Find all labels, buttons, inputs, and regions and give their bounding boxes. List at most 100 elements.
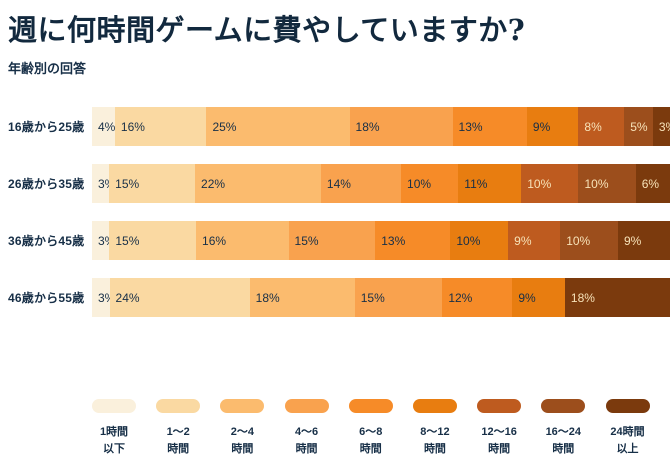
- bar-segment: 18%: [249, 278, 355, 318]
- legend-entry: 24時間以上: [605, 399, 650, 458]
- segment-value-label: 11%: [464, 176, 488, 191]
- bar-segment: 12%: [442, 278, 513, 318]
- segment-value-label: 24%: [115, 290, 140, 305]
- segment-value-label: 3%: [658, 119, 670, 134]
- segment-value-label: 9%: [532, 119, 551, 134]
- segment-value-label: 15%: [115, 233, 140, 248]
- legend-entry: 6〜8 時間: [348, 399, 393, 458]
- bar-row: 36歳から45歳 3% 15% 16% 15% 13% 10% 9% 10% 9%: [0, 221, 670, 261]
- segment-value-label: 15%: [115, 176, 140, 191]
- bar-segment: 10%: [560, 221, 618, 261]
- legend-label-line2: 時間: [359, 443, 382, 455]
- legend-label: 12〜16 時間: [477, 424, 521, 458]
- legend-label-line2: 時間: [295, 443, 318, 455]
- legend-label: 16〜24 時間: [541, 424, 585, 458]
- bar-segment: 9%: [526, 107, 579, 147]
- segment-value-label: 18%: [255, 290, 280, 305]
- segment-value-label: 10%: [566, 233, 591, 248]
- bar-segment: 3%: [92, 221, 115, 261]
- legend-label-line1: 24時間: [610, 426, 645, 438]
- legend-label-line1: 4〜6: [294, 426, 319, 438]
- bar-segment: 15%: [109, 221, 197, 261]
- legend-label-line2: 以下: [103, 443, 125, 455]
- segment-value-label: 18%: [570, 290, 595, 305]
- bar-segment: 3%: [652, 107, 670, 147]
- legend-label-line1: 1〜2: [166, 426, 190, 438]
- legend-swatch: [541, 399, 586, 413]
- bar-segment: 13%: [452, 107, 527, 147]
- segment-value-label: 13%: [458, 119, 483, 134]
- legend-item: 1〜2 時間: [156, 399, 220, 458]
- stacked-bar-chart: 16歳から25歳 4% 16% 25% 18% 13% 9% 8% 5% 3% 26歳から35歳 3%…: [0, 107, 670, 318]
- legend-item: 2〜4 時間: [220, 399, 284, 458]
- segment-value-label: 9%: [518, 290, 536, 305]
- legend-item: 8〜12 時間: [412, 399, 477, 458]
- legend-entry: 4〜6 時間: [284, 399, 329, 458]
- legend-swatch: [348, 399, 393, 413]
- legend-entry: 1〜2 時間: [156, 399, 201, 458]
- bar-segment: 3%: [92, 164, 115, 204]
- bar-segment: 10%: [401, 164, 459, 204]
- legend-swatch: [92, 399, 136, 413]
- legend-item: 16〜24 時間: [541, 399, 605, 458]
- legend-swatch: [605, 399, 650, 413]
- legend-entry: 8〜12 時間: [412, 399, 457, 458]
- bar-segment: 10%: [521, 164, 579, 204]
- legend-label-line1: 8〜12: [420, 426, 450, 438]
- segment-value-label: 16%: [120, 119, 145, 134]
- row-label: 36歳から45歳: [8, 234, 85, 249]
- bar-segment: 13%: [375, 221, 451, 261]
- legend-label-line2: 時間: [488, 443, 511, 455]
- row-label: 46歳から55歳: [8, 291, 85, 306]
- legend-item: 4〜6 時間: [284, 399, 349, 458]
- legend-label-line2: 以上: [616, 443, 639, 455]
- bar-segment: 8%: [578, 107, 625, 147]
- bar-segment: 16%: [196, 221, 289, 261]
- bar-row: 46歳から55歳 3% 24% 18% 15% 12% 9% 18%: [0, 278, 670, 318]
- legend-label: 1〜2 時間: [156, 424, 200, 458]
- legend-label: 24時間以上: [606, 424, 650, 458]
- segment-value-label: 9%: [623, 233, 642, 248]
- bar-segment: 9%: [508, 221, 561, 261]
- bar-rows: 16歳から25歳 4% 16% 25% 18% 13% 9% 8% 5% 3% 26歳から35歳 3%…: [0, 107, 670, 318]
- stacked-bar: 4% 16% 25% 18% 13% 9% 8% 5% 3%: [92, 107, 670, 147]
- bar-segment: 9%: [617, 221, 670, 261]
- bar-segment: 3%: [92, 278, 115, 318]
- stacked-bar: 3% 24% 18% 15% 12% 9% 18%: [92, 278, 670, 318]
- segment-value-label: 4%: [98, 119, 116, 134]
- row-label: 26歳から35歳: [8, 177, 85, 192]
- segment-value-label: 10%: [584, 176, 609, 191]
- stacked-bar: 3% 15% 16% 15% 13% 10% 9% 10% 9%: [92, 221, 670, 261]
- chart-page: 週に何時間ゲームに費やしていますか? 年齢別の回答 16歳から25歳 4% 16% 2…: [0, 13, 670, 460]
- legend-item: 1時間以下: [92, 399, 156, 458]
- segment-value-label: 16%: [202, 233, 227, 248]
- legend-label-line1: 16〜24: [545, 426, 582, 438]
- bar-segment: 14%: [320, 164, 402, 204]
- legend-label: 4〜6 時間: [285, 424, 329, 458]
- legend-label-line1: 2〜4: [230, 426, 254, 438]
- segment-value-label: 18%: [355, 119, 380, 134]
- legend-label: 8〜12 時間: [413, 424, 457, 458]
- segment-value-label: 10%: [527, 176, 552, 191]
- bar-segment: 10%: [578, 164, 636, 204]
- bar-segment: 10%: [450, 221, 509, 261]
- row-label: 16歳から25歳: [8, 120, 85, 135]
- segment-value-label: 10%: [456, 233, 481, 248]
- bar-segment: 16%: [114, 107, 207, 147]
- segment-value-label: 15%: [360, 290, 385, 305]
- bar-segment: 11%: [458, 164, 522, 204]
- legend-label-line1: 1時間: [99, 426, 129, 438]
- legend-label: 6〜8 時間: [349, 424, 393, 458]
- legend-item: 6〜8 時間: [348, 399, 413, 458]
- legend-entry: 2〜4 時間: [220, 399, 265, 458]
- chart-subtitle: 年齢別の回答: [8, 61, 87, 77]
- segment-value-label: 9%: [514, 233, 532, 248]
- legend-label-line1: 12〜16: [481, 426, 517, 438]
- bar-row: 26歳から35歳 3% 15% 22% 14% 10% 11% 10% 10% 6%: [0, 164, 670, 204]
- bar-segment: 18%: [564, 278, 670, 318]
- bar-segment: 18%: [349, 107, 453, 147]
- bar-segment: 9%: [512, 278, 565, 318]
- segment-value-label: 22%: [201, 176, 226, 191]
- bar-row: 16歳から25歳 4% 16% 25% 18% 13% 9% 8% 5% 3%: [0, 107, 670, 147]
- legend-label: 2〜4 時間: [220, 424, 264, 458]
